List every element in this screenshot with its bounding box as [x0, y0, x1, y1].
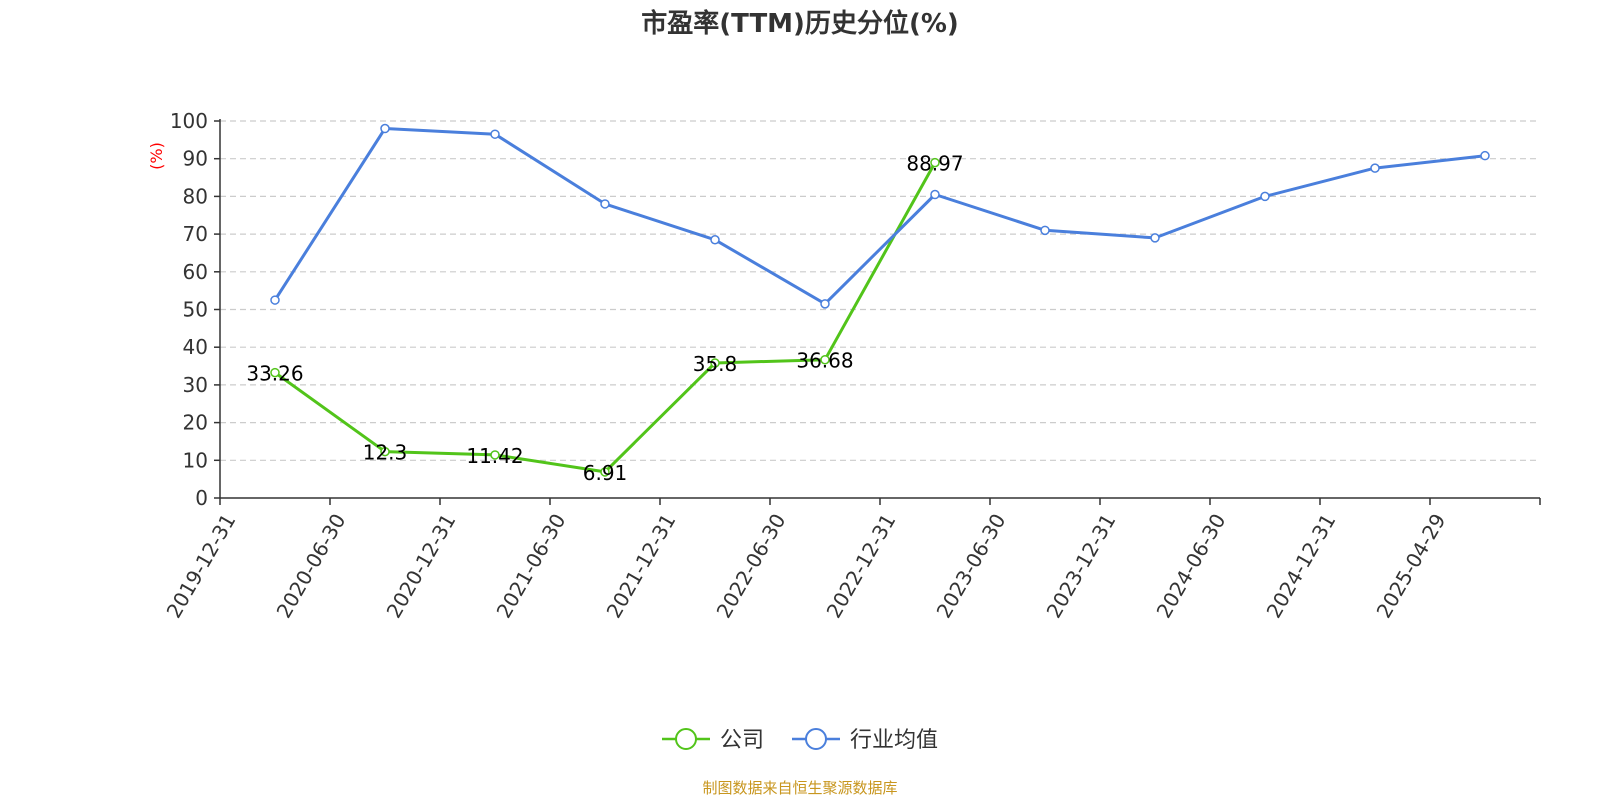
legend-item-1[interactable]: 行业均值 [792, 728, 938, 753]
data-label: 35.8 [693, 352, 738, 376]
data-point[interactable] [930, 189, 940, 200]
legend-label: 行业均值 [850, 728, 938, 753]
x-tick-label: 2024-06-30 [1152, 510, 1231, 623]
data-label: 33.26 [246, 362, 303, 386]
data-point[interactable] [820, 299, 830, 309]
x-tick-label: 2020-06-30 [272, 510, 351, 623]
x-tick-label: 2020-12-31 [382, 510, 461, 623]
y-tick-label: 10 [183, 448, 208, 472]
grid-lines [220, 120, 1540, 461]
data-point[interactable] [710, 358, 720, 368]
legend-marker [805, 728, 827, 750]
data-point[interactable] [1040, 225, 1050, 236]
data-label: 11.42 [466, 444, 523, 468]
x-tick-label: 2019-12-31 [162, 510, 241, 623]
x-tick-label: 2021-12-31 [602, 510, 681, 623]
data-point[interactable] [710, 235, 720, 245]
x-tick-label: 2022-12-31 [822, 510, 901, 623]
data-point[interactable] [600, 467, 610, 477]
data-point[interactable] [820, 354, 830, 365]
data-point[interactable] [930, 157, 940, 168]
y-tick-label: 0 [195, 486, 208, 510]
y-tick-label: 50 [183, 298, 208, 322]
data-point[interactable] [270, 295, 280, 305]
data-point[interactable] [490, 450, 500, 460]
data-labels: 33.26 12.3 11.42 6.91 35.8 36.68 88.97 [246, 152, 963, 485]
data-point[interactable] [380, 446, 390, 457]
x-tick-label: 2021-06-30 [492, 510, 571, 623]
x-tick-label: 2025-04-29 [1372, 510, 1451, 623]
y-tick-label: 100 [170, 109, 208, 133]
source-note: 制图数据来自恒生聚源数据库 [702, 779, 897, 797]
x-tick-label: 2023-12-31 [1042, 510, 1121, 623]
legend-item-0[interactable]: 公司 [662, 728, 764, 753]
legend-marker [675, 728, 697, 750]
chart-title: 市盈率(TTM)历史分位(%) [641, 8, 959, 39]
y-tick-label: 60 [183, 260, 208, 284]
series-layer [270, 123, 1490, 477]
data-point[interactable] [1480, 150, 1490, 161]
data-point[interactable] [380, 123, 390, 134]
data-label: 12.3 [363, 441, 408, 465]
x-tick-label: 2023-06-30 [932, 510, 1011, 623]
legend-label: 公司 [720, 728, 764, 753]
y-tick-label: 20 [183, 411, 208, 435]
data-point[interactable] [1150, 233, 1160, 243]
x-axis-ticks: 2019-12-31 2020-06-30 2020-12-31 2021-06-30… [162, 498, 1541, 623]
y-axis-ticks: 0 10 20 30 40 50 60 70 80 90 100 [170, 109, 220, 510]
y-tick-label: 80 [183, 184, 208, 208]
y-tick-label: 90 [183, 147, 208, 171]
data-point[interactable] [1370, 163, 1380, 173]
y-tick-label: 40 [183, 335, 208, 359]
data-label: 6.91 [583, 461, 628, 485]
x-tick-label: 2024-12-31 [1262, 510, 1341, 623]
y-axis-unit: (%) [147, 142, 166, 170]
series-line-1 [273, 127, 1486, 306]
data-point[interactable] [1260, 191, 1270, 202]
legend[interactable]: 公司 行业均值 [662, 728, 938, 753]
x-tick-label: 2022-06-30 [712, 510, 791, 623]
data-point[interactable] [270, 367, 280, 378]
series-line-0 [274, 161, 937, 474]
y-tick-label: 70 [183, 222, 208, 246]
data-label: 88.97 [906, 152, 963, 176]
y-tick-label: 30 [183, 373, 208, 397]
data-label: 36.68 [796, 349, 853, 373]
data-point[interactable] [490, 129, 500, 139]
data-point[interactable] [600, 199, 610, 209]
